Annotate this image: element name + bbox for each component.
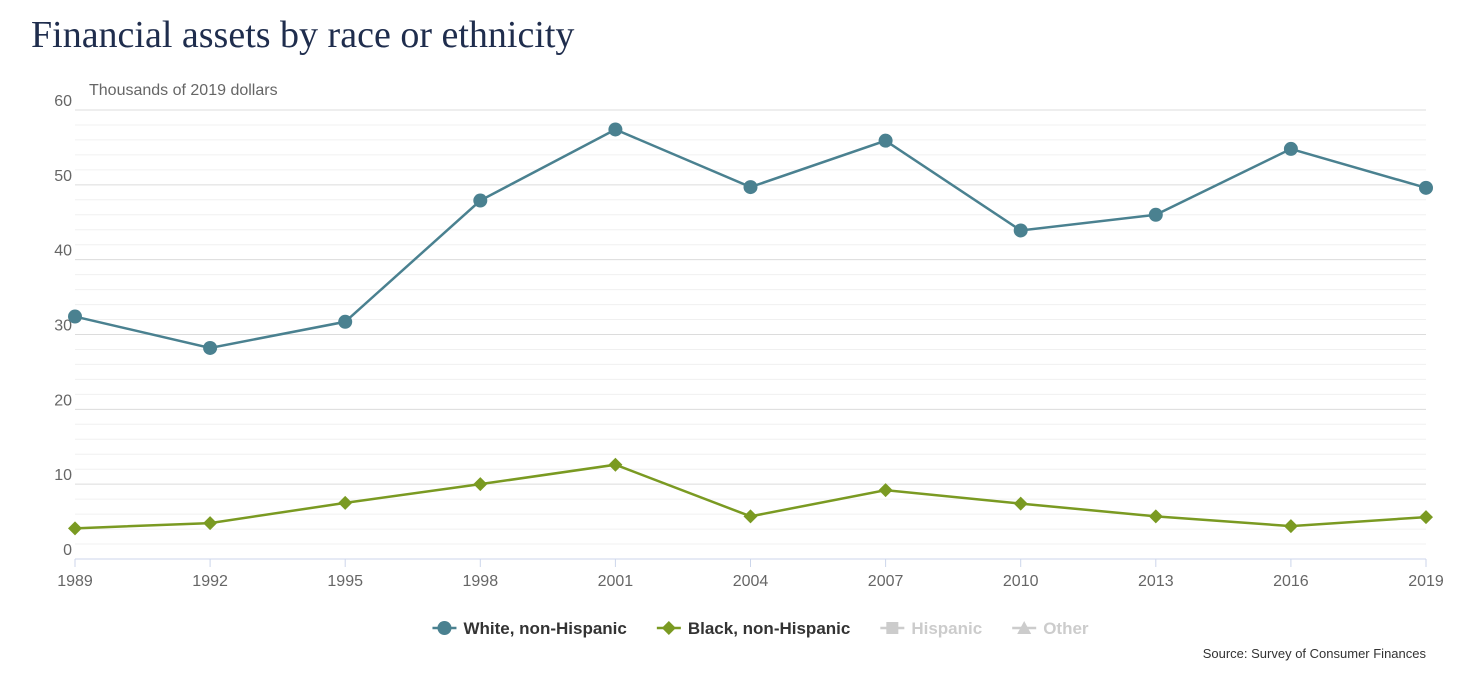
legend-label: Hispanic [911, 619, 982, 638]
y-axis-label: Thousands of 2019 dollars [89, 82, 278, 99]
data-point [203, 516, 218, 531]
chart-title: Financial assets by race or ethnicity [31, 14, 574, 56]
x-tick-label: 2004 [733, 573, 769, 590]
legend-marker [886, 622, 899, 634]
x-tick-label: 2007 [868, 573, 904, 590]
legend-label: Other [1043, 619, 1089, 638]
legend-item[interactable]: Hispanic [880, 619, 982, 638]
y-tick-label: 20 [54, 392, 72, 409]
source: Source: Survey of Consumer Finances [1203, 646, 1427, 661]
data-point [68, 309, 82, 324]
data-point [1013, 223, 1028, 238]
data-point [1419, 180, 1433, 195]
data-point [608, 457, 623, 472]
x-tick-label: 1992 [192, 573, 228, 590]
x-tick-label: 2016 [1273, 573, 1309, 590]
y-tick-label: 40 [54, 243, 72, 260]
x-tick-label: 2001 [598, 573, 634, 590]
data-point [878, 133, 893, 148]
x-tick-label: 2019 [1408, 573, 1444, 590]
data-point [473, 193, 488, 208]
data-point [203, 340, 218, 355]
y-tick-label: 0 [63, 542, 72, 559]
y-tick-label: 30 [54, 318, 72, 335]
data-point [1419, 510, 1433, 525]
data-point [1148, 207, 1163, 222]
data-point [1283, 519, 1298, 534]
legend-item[interactable]: Black, non-Hispanic [656, 619, 850, 638]
data-point [338, 495, 353, 510]
data-point [878, 483, 893, 498]
x-tick-label: 2010 [1003, 573, 1039, 590]
y-tick-label: 60 [54, 93, 72, 110]
data-point [473, 477, 488, 492]
series-line [74, 128, 1427, 350]
legend-item[interactable]: White, non-Hispanic [432, 619, 627, 638]
x-tick-label: 1998 [463, 573, 499, 590]
data-point [338, 314, 353, 329]
legend-marker [1017, 621, 1032, 634]
data-point [68, 521, 82, 536]
y-tick-label: 10 [54, 467, 72, 484]
x-tick-label: 1995 [327, 573, 363, 590]
x-tick-label: 2013 [1138, 573, 1174, 590]
data-point [608, 122, 623, 137]
legend-label: Black, non-Hispanic [688, 619, 850, 638]
y-tick-label: 50 [54, 168, 72, 185]
legend-marker [437, 621, 452, 635]
data-point [1148, 509, 1163, 524]
legend-marker [661, 621, 676, 635]
legend-item[interactable]: Other [1012, 619, 1089, 638]
x-tick-label: 1989 [57, 573, 93, 590]
data-point [743, 180, 758, 195]
data-point [1283, 141, 1298, 156]
legend: White, non-Hispanic Black, non-Hispanic Hi… [432, 619, 1089, 638]
data-point [1013, 496, 1028, 511]
data-point [743, 509, 758, 524]
legend-label: White, non-Hispanic [463, 619, 626, 638]
